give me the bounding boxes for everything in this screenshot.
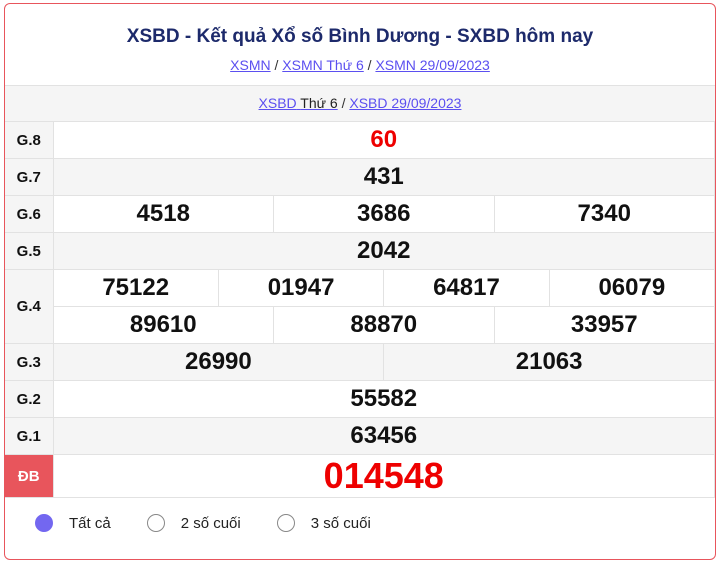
prize-number: 26990	[52, 343, 385, 381]
prize-number: 60	[52, 121, 715, 159]
row-g4: G.4 75122 01947 64817 06079	[5, 269, 715, 344]
row-g2: G.2 55582	[5, 380, 715, 418]
prize-label: G.1	[5, 417, 54, 455]
prize-number: 7340	[493, 195, 715, 233]
row-g8: G.8 60	[5, 121, 715, 159]
prize-number: 431	[52, 158, 715, 196]
prize-label: G.2	[5, 380, 54, 418]
link-text-rest: Thứ 6	[300, 95, 338, 111]
prize-label: G.6	[5, 195, 54, 233]
prize-number: 2042	[52, 232, 715, 270]
row-g5: G.5 2042	[5, 232, 715, 270]
filter-label: 2 số cuối	[180, 514, 241, 532]
prize-number: 63456	[52, 417, 715, 455]
prize-number: 21063	[383, 343, 715, 381]
filter-label: 3 số cuối	[310, 514, 371, 532]
prize-label: ĐB	[5, 454, 54, 498]
radio-icon[interactable]	[35, 514, 53, 532]
digit-filter: Tất cả 2 số cuối 3 số cuối	[5, 498, 715, 532]
prize-number: 64817	[383, 269, 550, 307]
breadcrumb: XSMN / XSMN Thứ 6 / XSMN 29/09/2023	[230, 57, 490, 73]
prize-label: G.3	[5, 343, 54, 381]
link-text: XSBD	[258, 95, 297, 111]
link-xsbd-thu6[interactable]: XSBD Thứ 6	[259, 95, 338, 111]
prize-number: 4518	[52, 195, 274, 233]
results-table: G.8 60 G.7 431 G.6 4518 3686 7340 G.5 2042 G.4…	[5, 121, 715, 498]
filter-last-3[interactable]: 3 số cuối	[276, 514, 371, 532]
sub-nav: XSBD Thứ 6 / XSBD 29/09/2023	[5, 85, 715, 121]
link-xsmn[interactable]: XSMN	[230, 57, 271, 73]
prize-number: 75122	[52, 269, 219, 307]
prize-number: 06079	[548, 269, 715, 307]
filter-all[interactable]: Tất cả	[35, 514, 111, 532]
prize-number: 88870	[273, 306, 495, 344]
row-g1: G.1 63456	[5, 417, 715, 455]
radio-icon[interactable]	[276, 514, 295, 532]
row-g3: G.3 26990 21063	[5, 343, 715, 381]
prize-number: 55582	[52, 380, 715, 418]
link-xsmn-date[interactable]: XSMN 29/09/2023	[375, 57, 490, 73]
prize-label: G.8	[5, 121, 54, 159]
prize-label: G.5	[5, 232, 54, 270]
page-title: XSBD - Kết quả Xổ số Bình Dương - SXBD h…	[126, 26, 594, 47]
row-g4b: 89610 88870 33957	[5, 306, 715, 344]
prize-number: 33957	[493, 306, 715, 344]
link-xsbd-date[interactable]: XSBD 29/09/2023	[349, 95, 462, 111]
prize-label: G.7	[5, 158, 54, 196]
prize-label: G.4	[5, 269, 54, 344]
prize-number: 01947	[217, 269, 385, 307]
prize-number: 3686	[273, 195, 495, 233]
filter-last-2[interactable]: 2 số cuối	[146, 514, 241, 532]
row-g7: G.7 431	[5, 158, 715, 196]
prize-number: 89610	[52, 306, 274, 344]
results-card: XSBD - Kết quả Xổ số Bình Dương - SXBD h…	[4, 3, 716, 560]
filter-label: Tất cả	[69, 514, 111, 532]
row-g6: G.6 4518 3686 7340	[5, 195, 715, 233]
link-xsmn-thu6[interactable]: XSMN Thứ 6	[282, 57, 364, 73]
row-db: ĐB 014548	[5, 454, 715, 498]
special-prize-number: 014548	[52, 454, 715, 498]
radio-icon[interactable]	[146, 514, 165, 532]
